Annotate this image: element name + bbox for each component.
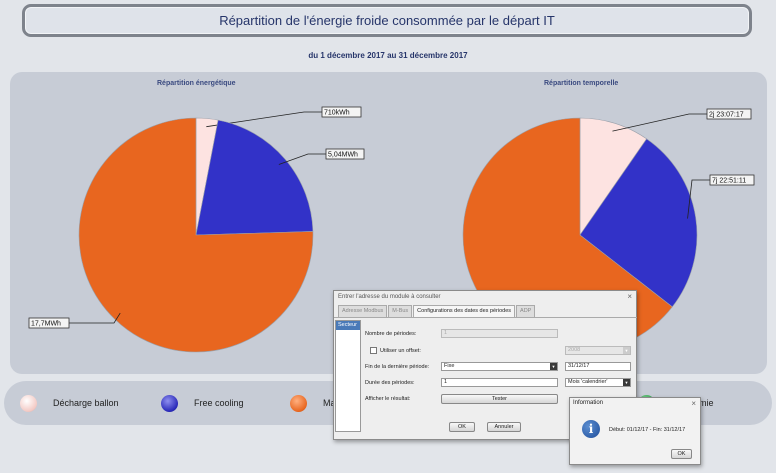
info-ok-button[interactable]: OK — [671, 449, 692, 459]
fin-mode-select[interactable]: Fixe ▼ — [441, 362, 558, 371]
pie-slice — [195, 119, 314, 236]
label-afficher: Afficher le résultat: — [365, 396, 411, 402]
dialog-title-bar: Entrer l'adresse du module à consulter × — [334, 291, 636, 303]
page-title: Répartition de l'énergie froide consommé… — [219, 13, 555, 28]
chevron-down-icon: ▼ — [623, 347, 630, 354]
circle-light-pink-icon — [20, 394, 37, 412]
fin-mode-value: Fixe — [444, 363, 455, 369]
dialog-title: Entrer l'adresse du module à consulter — [338, 294, 441, 300]
chevron-down-icon: ▼ — [550, 363, 557, 370]
info-title: Information — [573, 400, 604, 406]
legend-item-orange: Ma — [290, 381, 336, 425]
nb-periodes-field[interactable]: 1 — [441, 329, 558, 338]
circle-orange-icon — [290, 394, 307, 412]
dialog-tabs: Adresse Modbus M-Bus Configurations des … — [338, 305, 536, 317]
duree-unit-value: Mois 'calendrier' — [568, 379, 608, 385]
sector-list-item[interactable]: Secteur — [336, 321, 360, 330]
pie-data-label: 17,7MWh — [31, 321, 61, 328]
label-duree: Durée des périodes: — [365, 380, 415, 386]
close-icon[interactable]: × — [627, 292, 632, 301]
label-fin-periode: Fin de la dernière période: — [365, 364, 430, 370]
offset-year-value: 2008 — [568, 347, 581, 353]
pie-label-box — [706, 108, 752, 120]
chart-title-energetique: Répartition énergétique — [157, 80, 236, 87]
pie-slice — [579, 138, 698, 308]
tester-button[interactable]: Tester — [441, 394, 558, 404]
info-title-bar: Information × — [570, 398, 700, 409]
offset-checkbox[interactable] — [370, 347, 377, 354]
legend-label: Free cooling — [194, 398, 244, 408]
info-message: Début: 01/12/17 - Fin: 31/12/17 — [609, 427, 686, 433]
tab-configurations-dates[interactable]: Configurations des dates des périodes — [413, 305, 516, 317]
pie-slice — [78, 117, 314, 353]
pie-leader-line — [687, 179, 710, 219]
page-title-bar: Répartition de l'énergie froide consommé… — [22, 4, 752, 37]
pie-leader-line — [278, 153, 326, 165]
pie-data-label: 2j 23:07:17 — [709, 112, 744, 119]
pie-leader-line — [612, 113, 707, 132]
label-offset: Utiliser un offset: — [380, 348, 421, 354]
pie-leader-line — [69, 312, 121, 324]
duree-unit-select[interactable]: Mois 'calendrier' ▼ — [565, 378, 631, 387]
pie-label-box — [709, 174, 755, 186]
period-subtitle: du 1 décembre 2017 au 31 décembre 2017 — [308, 51, 468, 60]
pie-label-box — [28, 317, 70, 329]
duree-field[interactable]: 1 — [441, 378, 558, 387]
offset-year-select[interactable]: 2008 ▼ — [565, 346, 631, 355]
annuler-button[interactable]: Annuler — [487, 422, 521, 432]
tab-adresse-modbus[interactable]: Adresse Modbus — [338, 305, 388, 317]
ok-button[interactable]: OK — [449, 422, 475, 432]
chevron-down-icon: ▼ — [623, 379, 630, 386]
pie-label-box — [325, 148, 365, 160]
close-icon[interactable]: × — [691, 399, 696, 408]
fin-date-field[interactable]: 31/12/17 — [565, 362, 631, 371]
pie-label-box — [321, 106, 362, 118]
tab-adp[interactable]: ADP — [516, 305, 536, 317]
pie-data-label: 5,04MWh — [328, 152, 358, 159]
legend-item-free-cooling: Free cooling — [161, 381, 244, 425]
pie-data-label: 7j 22:51:11 — [712, 178, 746, 185]
label-nb-periodes: Nombre de périodes: — [365, 331, 417, 337]
chart-title-temporelle: Répartition temporelle — [544, 80, 619, 87]
info-icon: i — [582, 420, 600, 438]
information-dialog: Information × i Début: 01/12/17 - Fin: 3… — [569, 397, 701, 465]
circle-blue-icon — [161, 394, 178, 412]
legend-item-decharge-ballon: Décharge ballon — [20, 381, 119, 425]
pie-data-label: 710kWh — [324, 110, 350, 117]
pie-leader-line — [206, 111, 322, 128]
tab-m-bus[interactable]: M-Bus — [388, 305, 413, 317]
legend-label: Ma — [323, 398, 336, 408]
sector-list[interactable]: Secteur — [335, 320, 361, 432]
legend-label: Décharge ballon — [53, 398, 119, 408]
dialog-body: Secteur Nombre de périodes: 1 Utiliser u… — [334, 317, 637, 441]
